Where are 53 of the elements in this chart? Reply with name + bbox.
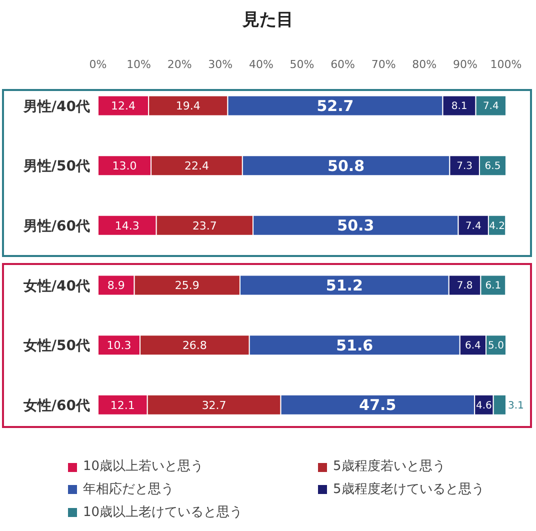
data-label: 8.9 [107, 279, 125, 292]
y-tick-label: 女性/50代 [22, 338, 90, 354]
x-tick-label: 0% [89, 58, 107, 71]
data-label: 12.1 [110, 398, 135, 412]
data-label: 19.4 [176, 100, 200, 113]
y-tick-label: 男性/40代 [22, 98, 90, 115]
data-label: 50.8 [328, 156, 365, 175]
y-tick-label: 男性/60代 [22, 218, 90, 235]
data-label: 51.2 [326, 276, 363, 294]
data-label: 7.3 [456, 161, 473, 172]
x-tick-label: 10% [126, 58, 152, 71]
data-label: 52.7 [316, 96, 354, 115]
data-label: 8.1 [451, 101, 468, 112]
x-tick-label: 40% [248, 58, 274, 71]
legend-label: 5歳程度老けていると思う [333, 480, 484, 499]
data-label: 7.4 [482, 101, 499, 112]
data-label: 7.4 [465, 220, 482, 232]
data-label: 10.3 [106, 338, 132, 352]
x-tick-label: 100% [490, 58, 522, 71]
data-label: 3.1 [508, 400, 524, 412]
chart-title: 見た目 [241, 9, 294, 31]
data-label: 13.0 [112, 159, 137, 172]
data-label: 32.7 [202, 398, 226, 412]
data-label: 25.9 [174, 279, 200, 292]
data-label: 4.2 [489, 220, 505, 232]
data-label: 23.7 [192, 219, 217, 232]
x-tick-label: 90% [452, 58, 478, 71]
data-label: 5.0 [488, 340, 504, 352]
data-label: 22.4 [184, 159, 209, 172]
x-tick-label: 20% [167, 58, 192, 71]
y-tick-label: 男性/50代 [22, 158, 90, 175]
x-tick-label: 50% [290, 58, 314, 71]
legend-label: 10歳以上老けていると思う [83, 504, 243, 522]
data-label: 7.8 [456, 280, 473, 292]
legend-label: 年相応だと思う [83, 480, 174, 499]
legend-label: 10歳以上若いと思う [83, 458, 204, 476]
y-tick-label: 女性/40代 [22, 278, 90, 294]
data-label: 6.4 [465, 340, 481, 352]
data-label: 6.5 [484, 161, 501, 172]
x-tick-label: 60% [330, 58, 356, 71]
data-label: 50.3 [337, 216, 374, 235]
legend-label: 5歳程度若いと思う [333, 458, 446, 476]
y-tick-label: 女性/60代 [22, 398, 90, 414]
x-tick-label: 30% [208, 58, 233, 71]
data-label: 6.1 [485, 280, 502, 292]
x-tick-label: 70% [371, 58, 396, 71]
data-label: 47.5 [359, 396, 396, 414]
data-label: 4.6 [476, 400, 492, 412]
data-label: 14.3 [114, 219, 140, 232]
data-label: 51.6 [336, 336, 374, 354]
x-tick-label: 80% [412, 58, 437, 71]
data-label: 12.4 [111, 100, 136, 113]
data-label: 26.8 [182, 338, 207, 352]
